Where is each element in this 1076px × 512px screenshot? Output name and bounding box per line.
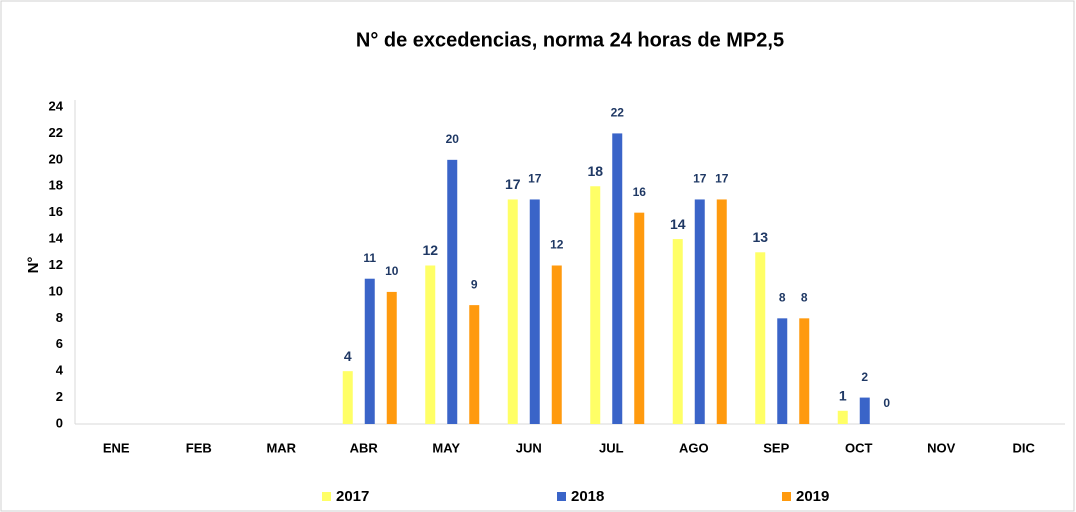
x-tick-label: JUL [599, 440, 624, 455]
y-tick-label: 2 [56, 389, 63, 404]
data-label: 9 [471, 277, 478, 291]
y-tick-label: 12 [49, 257, 63, 272]
y-tick-label: 24 [49, 98, 64, 113]
legend-swatch [782, 492, 791, 501]
bar [590, 186, 601, 424]
data-label: 20 [446, 132, 460, 146]
data-label: 17 [715, 172, 729, 186]
data-label: 17 [693, 172, 707, 186]
data-label: 1 [839, 387, 847, 403]
data-label: 11 [363, 251, 376, 265]
chart-title: N° de excedencias, norma 24 horas de MP2… [356, 29, 784, 51]
data-label: 4 [344, 348, 352, 364]
y-tick-label: 22 [49, 125, 63, 140]
y-tick-label: 8 [56, 310, 63, 325]
x-tick-label: JUN [516, 440, 542, 455]
x-tick-label: MAY [432, 440, 460, 455]
y-tick-label: 10 [49, 283, 63, 298]
bar [672, 239, 683, 424]
bar [837, 410, 848, 424]
data-label: 12 [422, 242, 438, 258]
bar [364, 278, 375, 424]
data-label: 8 [779, 291, 786, 305]
bar [755, 252, 766, 424]
y-tick-label: 4 [56, 363, 64, 378]
legend-swatch [322, 492, 331, 501]
data-label: 2 [861, 370, 868, 384]
y-tick-label: 16 [49, 204, 63, 219]
bar [716, 199, 727, 424]
bar [859, 397, 870, 424]
data-label: 14 [670, 216, 686, 232]
y-tick-label: 14 [49, 231, 64, 246]
bar [799, 318, 810, 424]
bar [447, 159, 458, 425]
data-label: 10 [385, 264, 399, 278]
x-tick-label: SEP [763, 440, 789, 455]
bar [529, 199, 540, 424]
data-label: 13 [752, 229, 768, 245]
data-label: 22 [611, 106, 625, 120]
x-tick-label: ENE [103, 440, 130, 455]
legend-label: 2018 [571, 488, 604, 505]
y-tick-label: 0 [56, 415, 63, 430]
bar [551, 265, 562, 424]
bar [694, 199, 705, 424]
y-axis-label: N° [25, 257, 42, 274]
y-tick-label: 6 [56, 336, 63, 351]
data-label: 17 [505, 176, 521, 192]
data-label: 17 [528, 172, 542, 186]
data-label: 0 [883, 396, 890, 410]
x-tick-label: AGO [679, 440, 709, 455]
y-tick-label: 20 [49, 151, 63, 166]
bar [777, 318, 788, 424]
bar [425, 265, 436, 424]
legend-label: 2019 [796, 488, 829, 505]
x-tick-label: MAR [266, 440, 296, 455]
x-tick-label: OCT [845, 440, 873, 455]
bar [507, 199, 518, 424]
data-label: 8 [801, 291, 808, 305]
data-label: 16 [633, 185, 647, 199]
legend-label: 2017 [336, 488, 369, 505]
bar [634, 212, 645, 424]
y-tick-label: 18 [49, 178, 63, 193]
x-tick-label: FEB [186, 440, 212, 455]
x-tick-label: NOV [927, 440, 956, 455]
data-label: 12 [550, 238, 564, 252]
bar [342, 371, 353, 424]
data-label: 18 [587, 163, 603, 179]
legend-swatch [557, 492, 566, 501]
x-tick-label: ABR [350, 440, 379, 455]
x-tick-label: DIC [1013, 440, 1036, 455]
bar [612, 133, 623, 424]
bar [469, 305, 480, 424]
bar [386, 291, 397, 424]
